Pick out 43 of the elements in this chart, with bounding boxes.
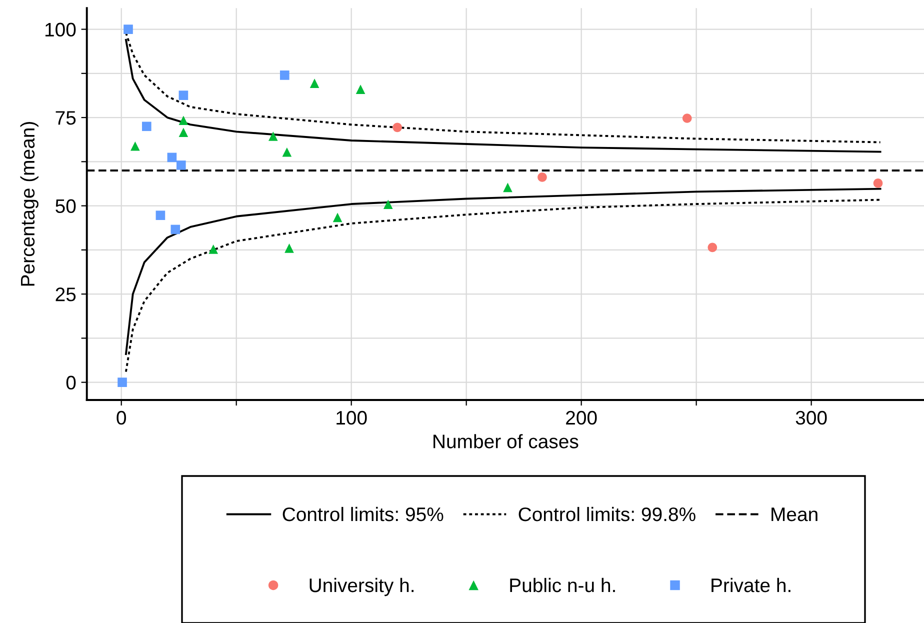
point bbox=[332, 212, 342, 222]
point bbox=[170, 224, 180, 234]
point bbox=[176, 160, 186, 170]
point bbox=[538, 172, 547, 182]
point bbox=[178, 90, 188, 100]
y-tick-label: 75 bbox=[56, 111, 76, 125]
point bbox=[873, 178, 883, 188]
point bbox=[682, 114, 692, 123]
point bbox=[178, 116, 188, 126]
y-axis-title: Percentage (mean) bbox=[20, 122, 38, 286]
point bbox=[178, 128, 188, 138]
point bbox=[310, 78, 320, 88]
y-tick-label: 50 bbox=[56, 199, 76, 214]
point bbox=[280, 70, 290, 80]
point bbox=[208, 244, 218, 254]
legend-label: Private h. bbox=[712, 578, 790, 592]
x-tick-label: 0 bbox=[116, 410, 126, 425]
y-tick-label: 25 bbox=[56, 288, 76, 302]
point bbox=[124, 24, 133, 34]
point bbox=[356, 84, 366, 94]
legend-label: Mean bbox=[772, 508, 818, 522]
point bbox=[383, 200, 393, 210]
point bbox=[708, 242, 718, 252]
point bbox=[118, 378, 127, 387]
y-tick-label: 100 bbox=[45, 22, 76, 37]
legend-label: Control limits: 99.8% bbox=[518, 506, 696, 522]
point bbox=[392, 122, 402, 132]
legend-label: Public n-u h. bbox=[510, 578, 615, 592]
point bbox=[167, 152, 177, 162]
y-tick-label: 0 bbox=[66, 376, 76, 390]
x-tick-label: 300 bbox=[796, 410, 827, 425]
point bbox=[156, 210, 166, 220]
x-axis-title: Number of cases bbox=[434, 434, 578, 448]
x-tick-label: 200 bbox=[566, 410, 597, 425]
legend-label: University h. bbox=[310, 578, 414, 596]
x-tick-label: 100 bbox=[336, 410, 367, 425]
point bbox=[282, 147, 292, 157]
point bbox=[503, 182, 512, 192]
point bbox=[142, 122, 152, 132]
legend-label: Control limits: 95% bbox=[282, 506, 444, 522]
point bbox=[268, 132, 278, 141]
point bbox=[130, 141, 140, 151]
point bbox=[284, 244, 294, 253]
